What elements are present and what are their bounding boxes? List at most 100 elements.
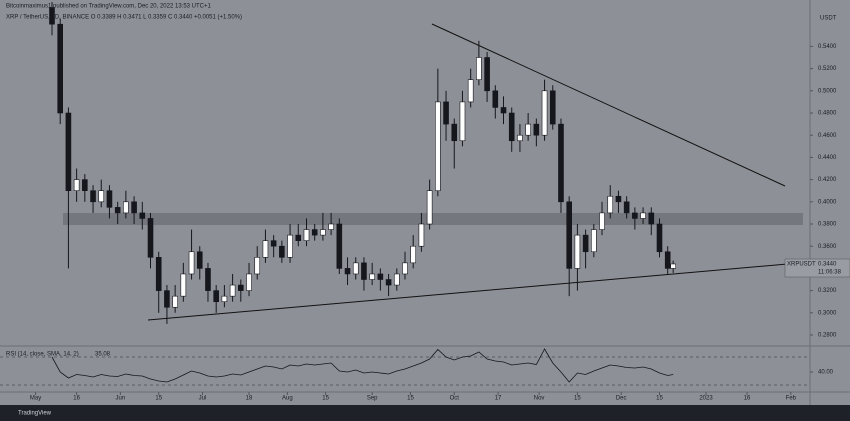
x-tick-label: Sep: [367, 396, 378, 402]
candle-body: [311, 229, 318, 236]
candle-body: [164, 290, 170, 308]
x-tick-label: 17: [495, 396, 502, 402]
x-tick-label: 15: [407, 396, 414, 402]
upper-trendline: [431, 23, 786, 187]
last-price: 0.3440: [818, 262, 837, 268]
y-tick-label: 0.3000: [818, 310, 837, 316]
candle-body: [607, 195, 614, 214]
y-tick-label: 0.3800: [818, 222, 837, 228]
y-tick-label: 0.5000: [818, 88, 837, 94]
y-tick-label: 0.4400: [818, 155, 837, 161]
candle-body: [65, 112, 72, 192]
resistance-zone: [63, 213, 803, 225]
candle-body: [221, 295, 228, 303]
candle-body: [180, 273, 187, 297]
candle-body: [459, 101, 466, 142]
candle-body: [599, 212, 605, 230]
candle-body: [385, 279, 392, 286]
candle-body: [558, 123, 564, 203]
candle-body: [443, 101, 449, 125]
header: Bitcoinmaximus1 published on TradingView…: [6, 4, 212, 10]
candle-body: [664, 251, 671, 269]
candle-body: [640, 212, 646, 219]
candle-body: [49, 7, 55, 25]
candle-body: [582, 234, 589, 253]
candle-body: [418, 223, 425, 247]
candle-body: [369, 273, 375, 280]
candle-body: [670, 263, 676, 269]
x-tick-label: 15: [574, 396, 581, 402]
candle-body: [254, 257, 261, 275]
candle-body: [352, 262, 359, 275]
x-tick-label: Oct: [450, 396, 460, 402]
rsi-line: [51, 348, 674, 383]
y-tick-label: 0.3600: [818, 244, 837, 250]
candle-body: [492, 90, 499, 108]
y-tick-label: 0.4600: [818, 133, 837, 139]
ticker: XRPUSDT: [787, 262, 816, 268]
candle-body: [615, 195, 622, 203]
x-tick-label: May: [30, 396, 41, 402]
marks: 0.28000.30000.32000.34000.36000.38000.40…: [30, 2, 837, 402]
candle-body: [205, 268, 211, 291]
x-tick-label: Jul: [199, 396, 207, 402]
x-tick-label: Aug: [282, 396, 293, 402]
price-tag: [784, 258, 850, 278]
candle-body: [344, 268, 351, 275]
rsi-label: RSI (14, close, SMA, 14, 2): [6, 352, 79, 358]
candle-body: [632, 212, 638, 219]
candle-body: [361, 262, 367, 280]
countdown: 11:06:38: [818, 270, 842, 276]
candle-body: [147, 218, 154, 258]
candle-body: [303, 229, 310, 241]
y-tick-label: 0.5200: [818, 66, 837, 72]
candle-body: [533, 123, 540, 136]
candle-body: [73, 179, 80, 192]
candle-body: [648, 212, 655, 225]
x-tick-label: Nov: [534, 396, 545, 402]
x-tick-label: 2023: [699, 396, 713, 402]
candle-body: [525, 123, 531, 136]
candle-body: [435, 101, 441, 192]
candle-body: [320, 229, 326, 236]
rsi-value: 35.08: [95, 352, 111, 358]
candle-body: [508, 112, 515, 142]
candle-body: [123, 201, 129, 214]
candle-body: [82, 179, 88, 192]
candle-body: [196, 251, 203, 269]
x-tick-label: 15: [155, 396, 162, 402]
currency: USDT: [820, 16, 837, 22]
candle-body: [246, 273, 252, 291]
candle-body: [656, 223, 663, 253]
candle-body: [262, 240, 269, 258]
candle-body: [574, 234, 581, 269]
lower-trendline: [147, 261, 811, 321]
candle-body: [410, 245, 417, 264]
candle-body: [541, 90, 548, 136]
x-tick-label: 15: [322, 396, 329, 402]
x-tick-label: Jun: [116, 396, 126, 402]
candle-body: [287, 234, 293, 258]
x-tick-label: 18: [246, 396, 253, 402]
y-tick-label: 0.3200: [818, 288, 837, 294]
candle-body: [90, 190, 96, 203]
y-tick-label: 0.4200: [818, 177, 837, 183]
candle-body: [295, 234, 302, 241]
footer: TradingView: [18, 411, 52, 417]
candle-body: [549, 90, 556, 125]
y-tick-label: 0.5400: [818, 44, 837, 50]
x-tick-label: Dec: [616, 396, 627, 402]
candle-body: [393, 273, 400, 286]
candle-body: [517, 134, 523, 142]
candle-body: [566, 201, 572, 269]
candle-body: [402, 262, 408, 275]
candle-body: [188, 251, 195, 275]
candle-body: [270, 240, 277, 247]
x-tick-label: 15: [656, 396, 663, 402]
x-tick-label: 16: [744, 396, 751, 402]
candle-body: [57, 23, 64, 114]
y-tick-label: 40.00: [818, 370, 834, 376]
candle-body: [451, 123, 458, 142]
